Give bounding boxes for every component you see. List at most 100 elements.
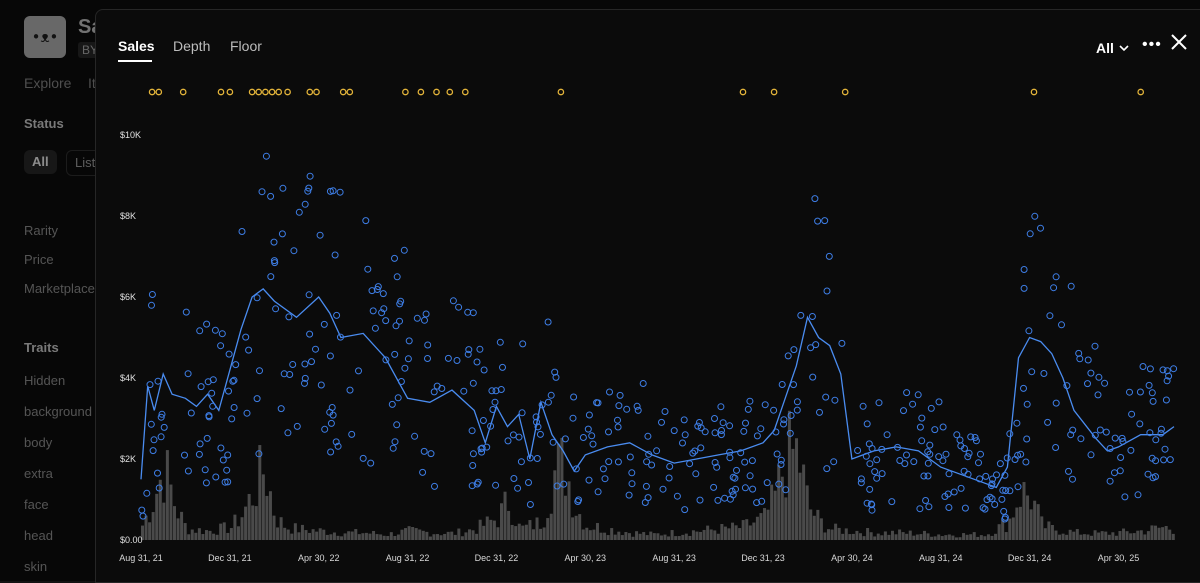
- sale-point: [217, 342, 225, 350]
- volume-bar: [283, 527, 287, 540]
- trait-skin[interactable]: skin: [24, 559, 48, 574]
- sale-point: [653, 447, 661, 455]
- tab-explore[interactable]: Explore: [24, 75, 72, 91]
- volume-bar: [670, 530, 674, 540]
- sale-point: [211, 326, 219, 334]
- status-chip-all[interactable]: All: [24, 150, 57, 174]
- volume-bar: [244, 506, 248, 540]
- sales-chart[interactable]: $0.00 $2K $4K $6K $8K $10K Aug 31, 21 Dec 31, 2…: [96, 10, 1200, 582]
- filter-marketplace[interactable]: Marketplace: [24, 281, 95, 296]
- trait-extra[interactable]: extra: [24, 466, 53, 481]
- sale-point: [935, 453, 943, 461]
- range-filter-dropdown[interactable]: All: [1096, 40, 1130, 56]
- volume-bar: [350, 531, 354, 540]
- volume-bar: [222, 522, 226, 540]
- sale-point: [744, 405, 752, 413]
- sale-point: [348, 430, 356, 438]
- volume-bar: [439, 535, 443, 540]
- volume-bar: [620, 535, 624, 540]
- sale-point: [155, 484, 163, 492]
- volume-bar: [503, 491, 507, 540]
- sale-point: [857, 475, 865, 483]
- sale-point: [223, 466, 231, 474]
- volume-bar: [375, 534, 379, 540]
- sale-point: [1136, 388, 1144, 396]
- sale-point: [1096, 426, 1104, 434]
- volume-bar: [183, 523, 187, 540]
- volume-bar: [361, 533, 365, 540]
- volume-bar: [478, 519, 482, 540]
- volume-bar: [364, 532, 368, 540]
- tab-depth[interactable]: Depth: [173, 38, 211, 54]
- listing-marker: [248, 88, 256, 96]
- volume-bar: [684, 533, 688, 540]
- volume-bar: [627, 533, 631, 540]
- volume-bar: [588, 530, 592, 540]
- tab-floor[interactable]: Floor: [230, 38, 262, 54]
- sale-point: [519, 340, 527, 348]
- sale-point: [1144, 470, 1152, 478]
- trait-background[interactable]: background: [24, 404, 92, 419]
- sale-point: [639, 380, 647, 387]
- sale-point: [642, 482, 650, 490]
- volume-bar: [315, 531, 319, 540]
- sale-point: [918, 414, 926, 422]
- close-icon[interactable]: [1169, 32, 1189, 52]
- sale-point: [331, 251, 339, 259]
- volume-bar: [592, 529, 596, 540]
- sale-point: [396, 300, 404, 308]
- volume-bar: [1100, 531, 1104, 540]
- trait-face[interactable]: face: [24, 497, 49, 512]
- range-filter-label: All: [1096, 40, 1114, 56]
- sale-point: [1146, 429, 1154, 437]
- sale-point: [230, 376, 238, 384]
- sale-point: [229, 377, 237, 385]
- trait-hidden[interactable]: Hidden: [24, 373, 66, 388]
- volume-bar: [514, 526, 518, 540]
- sale-point: [748, 457, 756, 465]
- sale-point: [255, 450, 263, 458]
- sale-point: [258, 188, 266, 196]
- sale-point: [329, 411, 337, 419]
- filter-rarity[interactable]: Rarity: [24, 223, 58, 238]
- volume-bar: [219, 523, 223, 540]
- more-icon[interactable]: •••: [1142, 36, 1162, 53]
- sale-point: [1067, 282, 1075, 290]
- volume-bar: [418, 529, 422, 540]
- sale-point: [821, 217, 829, 225]
- volume-bar: [599, 532, 603, 540]
- tab-items[interactable]: It: [88, 75, 96, 91]
- sale-point: [551, 368, 559, 376]
- listing-marker: [446, 88, 454, 96]
- sale-point: [976, 475, 984, 483]
- sale-point: [628, 480, 636, 488]
- volume-bar: [1036, 504, 1040, 540]
- sale-point: [245, 346, 253, 354]
- sale-point: [221, 478, 229, 486]
- sale-point: [790, 381, 797, 389]
- trait-head[interactable]: head: [24, 528, 53, 543]
- sale-point: [1017, 450, 1025, 458]
- sale-point: [433, 382, 441, 390]
- sale-point: [689, 449, 697, 457]
- volume-bar: [1072, 531, 1076, 540]
- volume-bar: [784, 497, 788, 540]
- sale-point: [763, 479, 771, 487]
- sale-point: [393, 273, 401, 281]
- volume-bar: [962, 533, 966, 540]
- volume-bar: [251, 505, 255, 540]
- volume-bar: [595, 523, 599, 540]
- sale-point: [499, 363, 506, 371]
- filter-price[interactable]: Price: [24, 252, 54, 267]
- volume-bar: [659, 535, 663, 540]
- sale-point: [488, 387, 496, 395]
- volume-bar: [1164, 526, 1168, 540]
- trait-body[interactable]: body: [24, 435, 53, 450]
- sale-point: [549, 438, 557, 446]
- sale-point: [1052, 273, 1060, 281]
- sale-point: [599, 465, 607, 473]
- sale-point: [1127, 446, 1135, 454]
- volume-bar: [851, 533, 855, 540]
- volume-bar: [759, 513, 763, 540]
- tab-sales[interactable]: Sales: [118, 38, 155, 54]
